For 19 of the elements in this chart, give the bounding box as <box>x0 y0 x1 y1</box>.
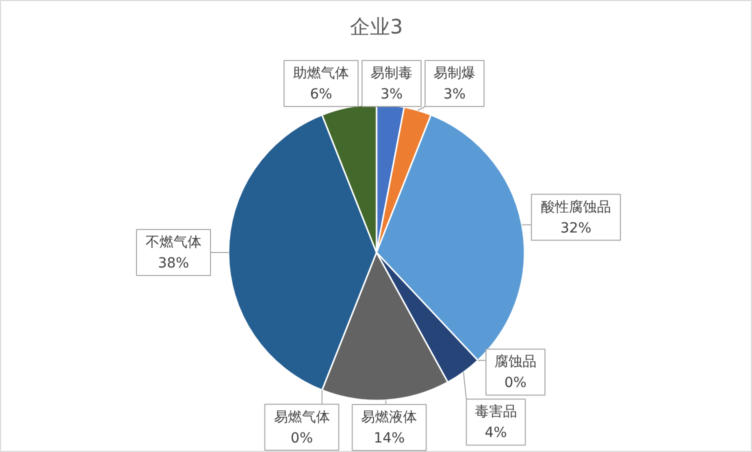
data-label: 3% <box>380 86 403 102</box>
slice-label: 助燃气体 <box>293 66 350 82</box>
data-label: 14% <box>374 430 405 446</box>
data-label: 6% <box>310 86 332 102</box>
data-label: 4% <box>484 425 507 442</box>
slice-label: 易制毒 <box>370 66 413 82</box>
slice-label: 不燃气体 <box>146 234 202 250</box>
category-label: 易燃气体 <box>274 409 330 426</box>
data-label: 32% <box>560 220 592 236</box>
chart-title: 企业3 <box>350 14 403 38</box>
slice-label: 毒害品 <box>474 404 517 420</box>
data-label: 38% <box>158 256 190 272</box>
slice-label: 易燃液体 <box>361 410 418 426</box>
slice-label: 酸性腐蚀品 <box>540 199 611 216</box>
slice-label: 易制爆 <box>434 66 476 82</box>
text: 0% <box>290 430 313 446</box>
legend-label: 腐蚀品 <box>494 354 536 370</box>
data-label: 3% <box>443 86 466 102</box>
text: 0% <box>504 375 527 392</box>
